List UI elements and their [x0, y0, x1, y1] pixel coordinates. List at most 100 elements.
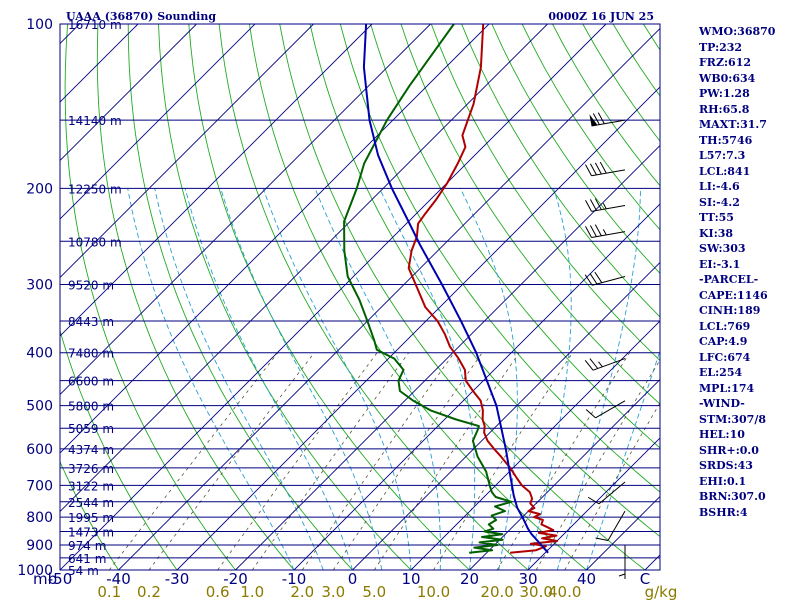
isotherm-line	[60, 24, 314, 279]
index-item: EI:-3.1	[699, 257, 741, 271]
dry-adiabat-line	[279, 24, 646, 570]
chart-title: UAAA (36870) Sounding	[66, 10, 216, 23]
isotherm-line	[293, 203, 660, 570]
temperature-tick-label: -50	[48, 570, 73, 588]
wind-barb	[595, 510, 626, 542]
mixing-ratio-tick-label: 0.2	[137, 583, 161, 600]
dry-adiabat-line	[218, 24, 529, 570]
moist-adiabat-line	[586, 349, 660, 570]
mixing-ratio-tick-label: 1.0	[240, 583, 264, 600]
height-label: 9520 m	[68, 279, 114, 293]
mixing-ratio-tick-label: 0.6	[206, 583, 230, 600]
isobars	[60, 23, 660, 571]
index-item: CAP:4.9	[699, 335, 748, 348]
index-item: SI:-4.2	[699, 195, 740, 209]
wind-barb	[587, 481, 626, 505]
index-item: WB0:634	[699, 71, 756, 85]
mixing-ratio-tick-label: 0.1	[97, 583, 121, 600]
mixing-ratio-line	[373, 352, 520, 570]
index-item: EL:254	[699, 366, 743, 379]
index-item: LI:-4.6	[699, 180, 740, 193]
index-item: L57:7.3	[699, 149, 746, 162]
index-item: -PARCEL-	[699, 273, 759, 286]
dry-adiabat-line	[96, 24, 295, 570]
height-label: 5800 m	[68, 400, 114, 414]
moist-adiabat-line	[262, 188, 412, 570]
isotherm-line	[469, 378, 660, 570]
height-label: 7480 m	[68, 347, 114, 361]
height-label: 16710 m	[68, 18, 122, 32]
index-item: CAPE:1146	[699, 288, 768, 302]
height-label: 54 m	[68, 564, 99, 578]
dry-adiabat-line	[248, 24, 587, 570]
moist-adiabat-line	[127, 188, 295, 570]
dry-adiabat-line	[795, 24, 800, 570]
height-label: 14140 m	[68, 114, 122, 128]
indices-list: WMO:36870 TP:232 FRZ:612 WB0:634 PW:1.28 RH:6…	[699, 24, 775, 520]
index-item: -WIND-	[699, 397, 745, 410]
index-item: TP:232	[699, 40, 743, 54]
index-item: BSHR:4	[699, 505, 748, 519]
parcel-trace	[362, 24, 549, 554]
moist-adiabat-line	[184, 188, 353, 570]
moist-adiabat-line	[154, 188, 324, 570]
isotherm-line	[60, 24, 197, 162]
wind-barb	[585, 224, 626, 238]
dry-adiabats	[60, 24, 800, 570]
height-label: 3726 m	[68, 462, 114, 476]
mixing-ratio-line	[564, 402, 660, 570]
isotherms	[60, 24, 660, 570]
index-item: CINH:189	[699, 304, 761, 317]
dewpoint-trace	[343, 24, 513, 554]
index-item: MAXT:31.7	[699, 118, 767, 131]
isotherm-line	[352, 261, 660, 570]
index-item: WMO:36870	[699, 25, 776, 38]
mixing-ratio-tick-label: 2.0	[290, 583, 314, 600]
mixing-ratio-tick-label: 10.0	[417, 583, 450, 600]
index-item: LCL:769	[699, 319, 751, 333]
height-label: 641 m	[68, 552, 106, 566]
temperature-tick-label: -20	[223, 570, 248, 588]
index-item: TH:5746	[699, 133, 753, 147]
plot-frame	[59, 23, 661, 571]
moist-adiabat-line	[556, 188, 641, 570]
pressure-unit-label: mb	[33, 570, 57, 588]
mixing-ratio-line	[535, 359, 660, 570]
temperature-tick-label: 40	[577, 570, 596, 588]
index-item: MPL:174	[699, 381, 755, 395]
temperature-tick-label: 10	[401, 570, 420, 588]
isotherm-line	[527, 437, 660, 570]
wind-barbs	[584, 112, 626, 580]
height-label: 4374 m	[68, 443, 114, 457]
wind-barb	[585, 198, 626, 212]
pressure-tick-label: 300	[26, 278, 53, 294]
index-item: TT:55	[699, 211, 734, 224]
index-item: FRZ:612	[699, 56, 752, 69]
wind-barb	[585, 400, 626, 419]
wind-barb	[584, 271, 626, 286]
mixing-ratio-tick-label: 3.0	[321, 583, 345, 600]
mixing-ratio-line	[217, 352, 378, 570]
wind-barb	[618, 545, 626, 580]
axis-labels: 16710 m 14140 m 12250 m 10780 m 9520 m 8443 m…	[17, 17, 677, 600]
pressure-tick-label: 100	[26, 17, 53, 33]
wind-barb	[584, 358, 626, 371]
temperature-trace	[407, 24, 558, 554]
mixing-ratio-line	[148, 352, 315, 570]
wind-barb	[585, 161, 626, 177]
isotherm-line	[60, 24, 490, 454]
pressure-tick-label: 400	[26, 346, 53, 362]
mixing-ratio-tick-label: 5.0	[362, 583, 386, 600]
height-label: 974 m	[68, 539, 106, 553]
dry-adiabat-line	[309, 24, 660, 538]
index-item: SRDS:43	[699, 459, 753, 472]
chart-datetime: 0000Z 16 JUN 25	[548, 10, 654, 23]
pressure-tick-label: 600	[26, 442, 53, 458]
height-label: 10780 m	[68, 235, 122, 249]
temperature-tick-label: 0	[348, 570, 358, 588]
isotherm-line	[60, 24, 548, 513]
index-item: BRN:307.0	[699, 490, 766, 503]
isotherm-line	[410, 320, 660, 570]
height-label: 12250 m	[68, 182, 122, 196]
